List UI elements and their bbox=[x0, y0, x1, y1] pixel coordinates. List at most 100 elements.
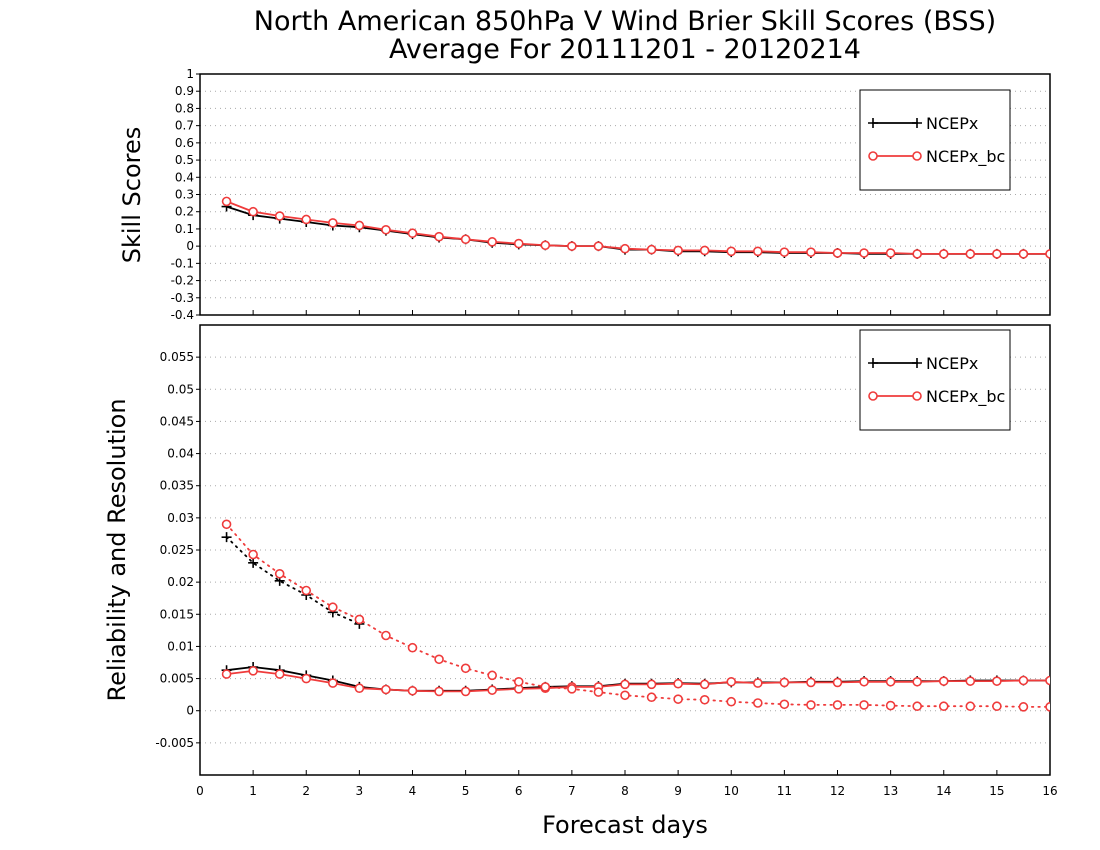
top-data-point-circle bbox=[699, 245, 710, 256]
top-data-point-circle bbox=[221, 196, 232, 207]
bottom-series-line-NCEPx_bc-1 bbox=[226, 669, 1050, 693]
top-legend-marker-plus bbox=[912, 118, 922, 128]
top-legend-label: NCEPx_bc bbox=[926, 147, 1005, 167]
top-data-point-circle bbox=[460, 234, 471, 245]
bottom-y-tick-label: 0.01 bbox=[167, 639, 194, 653]
bottom-data-point-circle bbox=[1018, 702, 1029, 712]
top-data-point-circle bbox=[912, 249, 922, 259]
top-y-tick-label: -0.3 bbox=[171, 291, 194, 305]
bottom-data-point-circle bbox=[1045, 702, 1050, 712]
bottom-data-point-circle bbox=[248, 666, 258, 676]
top-y-tick-label: 1 bbox=[186, 67, 194, 81]
x-tick-label: 0 bbox=[196, 784, 204, 798]
top-y-tick-label: -0.2 bbox=[171, 274, 194, 288]
bottom-data-point-circle bbox=[381, 630, 391, 641]
x-tick-label: 6 bbox=[515, 784, 523, 798]
top-data-point-circle bbox=[885, 248, 896, 258]
bottom-data-point-circle bbox=[779, 699, 790, 710]
top-y-tick-label: 0.9 bbox=[175, 84, 194, 98]
top-data-point-circle bbox=[513, 238, 524, 249]
bottom-data-point-circle bbox=[885, 676, 896, 687]
x-axis-title: Forecast days bbox=[542, 811, 708, 839]
bottom-data-point-circle bbox=[593, 687, 604, 697]
skill-scores-panel: -0.4 -0.3 -0.2 -0.1 0 0.1 0.2 0.3 0.4 0.5 0.6 0.7 0.… bbox=[118, 67, 1051, 322]
bottom-data-point-circle bbox=[912, 701, 922, 712]
bottom-data-point-circle bbox=[620, 679, 630, 690]
bottom-y-tick-label: 0.05 bbox=[167, 382, 194, 396]
bottom-y-axis-title: Reliability and Resolution bbox=[103, 398, 131, 701]
bottom-data-point-circle bbox=[806, 700, 816, 710]
top-data-point-circle bbox=[593, 241, 604, 251]
bottom-data-point-circle bbox=[274, 669, 285, 679]
bottom-data-point-circle bbox=[992, 676, 1002, 686]
bottom-data-point-circle bbox=[407, 685, 418, 696]
bottom-y-tick-label: 0.035 bbox=[160, 479, 194, 493]
bottom-data-point-circle bbox=[460, 663, 471, 674]
top-legend-label: NCEPx bbox=[926, 114, 978, 133]
bottom-data-point-circle bbox=[992, 701, 1002, 712]
top-data-point-circle bbox=[328, 218, 338, 228]
x-tick-label: 16 bbox=[1042, 784, 1057, 798]
top-y-tick-label: 0 bbox=[186, 239, 194, 253]
bottom-data-point-circle bbox=[806, 677, 816, 688]
bottom-data-point-circle bbox=[620, 690, 630, 701]
top-data-point-circle bbox=[354, 220, 365, 231]
x-tick-label: 2 bbox=[302, 784, 310, 798]
bottom-data-point-circle bbox=[832, 700, 843, 710]
top-y-tick-label: 0.4 bbox=[175, 170, 194, 184]
bottom-data-point-circle bbox=[301, 585, 312, 596]
bottom-data-point-circle bbox=[938, 676, 949, 686]
top-data-point-circle bbox=[274, 211, 285, 221]
top-data-point-circle bbox=[540, 240, 551, 251]
bottom-data-point-plus bbox=[248, 557, 259, 568]
bottom-data-point-circle bbox=[540, 682, 551, 692]
x-tick-label: 4 bbox=[409, 784, 417, 798]
bottom-data-point-circle bbox=[328, 678, 338, 688]
bottom-data-point-circle bbox=[646, 679, 657, 690]
bottom-data-point-circle bbox=[699, 694, 710, 705]
bottom-data-point-circle bbox=[699, 679, 710, 690]
bottom-legend-label: NCEPx_bc bbox=[926, 387, 1005, 407]
bottom-data-point-circle bbox=[567, 684, 577, 694]
top-y-tick-label: 0.2 bbox=[175, 205, 194, 219]
bottom-y-tick-label: 0.045 bbox=[160, 414, 194, 428]
bottom-y-tick-label: -0.005 bbox=[155, 736, 194, 750]
bottom-series-line-dotted-3 bbox=[225, 523, 1050, 708]
top-legend-box bbox=[859, 89, 1011, 191]
top-data-point-circle bbox=[248, 206, 258, 217]
x-tick-label: 15 bbox=[989, 784, 1004, 798]
bottom-data-point-circle bbox=[779, 677, 790, 688]
bottom-plot-area bbox=[221, 519, 1050, 712]
top-data-point-circle bbox=[779, 247, 790, 257]
bottom-data-point-circle bbox=[673, 694, 683, 704]
top-data-point-circle bbox=[407, 228, 418, 239]
x-tick-label: 9 bbox=[674, 784, 682, 798]
top-y-tick-label: 0.8 bbox=[175, 101, 194, 115]
top-data-point-circle bbox=[992, 249, 1002, 259]
bottom-data-point-circle bbox=[487, 685, 497, 695]
top-legend: NCEPx NCEPx_bc bbox=[859, 89, 1011, 191]
bottom-legend: NCEPx NCEPx_bc bbox=[859, 329, 1011, 431]
x-tick-label: 11 bbox=[777, 784, 792, 798]
bottom-y-tick-label: 0 bbox=[186, 704, 194, 718]
x-tick-label: 13 bbox=[883, 784, 898, 798]
top-legend-marker-circle bbox=[868, 151, 878, 161]
bottom-y-tick-label: 0.005 bbox=[160, 672, 194, 686]
bottom-data-point-circle bbox=[513, 676, 524, 687]
bottom-data-point-circle bbox=[248, 549, 258, 560]
bottom-series-line-dotted-2 bbox=[225, 536, 361, 625]
figure-title-line2: Average For 20111201 - 20120214 bbox=[389, 34, 861, 65]
top-data-point-circle bbox=[1018, 249, 1029, 259]
top-data-point-circle bbox=[301, 214, 312, 225]
figure-title-line1: North American 850hPa V Wind Brier Skill… bbox=[254, 6, 996, 37]
top-data-point-circle bbox=[859, 248, 869, 258]
bottom-legend-label: NCEPx bbox=[926, 354, 978, 373]
top-y-tick-label: 0.6 bbox=[175, 136, 194, 150]
top-y-tick-label: 0.7 bbox=[175, 119, 194, 133]
top-data-point-circle bbox=[806, 247, 816, 257]
bottom-data-point-circle bbox=[487, 670, 497, 681]
bottom-y-tick-label: 0.055 bbox=[160, 350, 194, 364]
x-tick-label: 7 bbox=[568, 784, 576, 798]
bottom-data-point-circle bbox=[726, 676, 737, 687]
bottom-data-point-circle bbox=[859, 700, 869, 710]
